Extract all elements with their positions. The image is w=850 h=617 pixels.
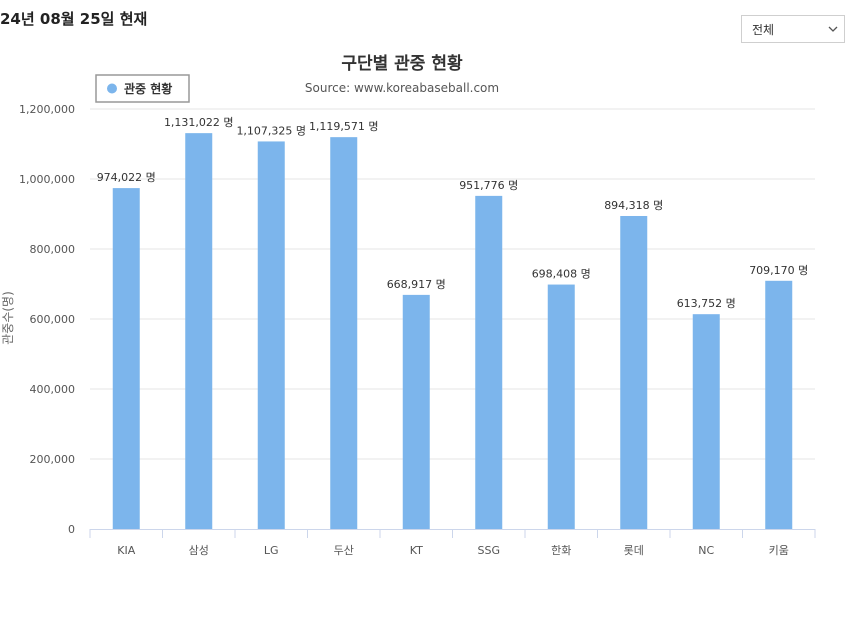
bar[interactable]	[475, 195, 503, 529]
x-tick-label: 롯데	[624, 544, 644, 557]
chevron-down-icon	[828, 26, 838, 32]
y-tick-label: 1,200,000	[19, 103, 75, 116]
bar[interactable]	[620, 215, 648, 529]
bar[interactable]	[330, 137, 358, 529]
y-tick-label: 400,000	[30, 383, 76, 396]
data-label: 668,917 명	[387, 278, 446, 291]
y-tick-label: 200,000	[30, 453, 76, 466]
y-tick-label: 1,000,000	[19, 173, 75, 186]
page-title: 24년 08월 25일 현재	[0, 10, 148, 28]
y-tick-label: 0	[68, 523, 75, 536]
bar[interactable]	[185, 133, 213, 529]
bar[interactable]	[257, 141, 285, 529]
bar[interactable]	[692, 314, 720, 529]
chart-subtitle: Source: www.koreabaseball.com	[305, 81, 499, 95]
x-tick-label: 한화	[551, 544, 571, 557]
x-tick-label: 키움	[769, 544, 789, 557]
data-label: 951,776 명	[459, 179, 518, 192]
data-label: 613,752 명	[677, 297, 736, 310]
x-tick-label: 두산	[334, 544, 354, 557]
data-label: 1,119,571 명	[309, 120, 379, 133]
data-label: 894,318 명	[604, 199, 663, 212]
y-tick-label: 600,000	[30, 313, 76, 326]
bar[interactable]	[402, 294, 430, 529]
legend-marker	[107, 83, 117, 94]
x-tick-label: SSG	[478, 544, 501, 557]
y-axis-title: 관중수(명)	[1, 291, 15, 345]
x-tick-label: 삼성	[189, 544, 209, 557]
x-tick-label: NC	[698, 544, 714, 557]
x-tick-label: KIA	[117, 544, 135, 557]
data-label: 1,131,022 명	[164, 116, 234, 129]
bar[interactable]	[765, 280, 793, 529]
bar[interactable]	[547, 284, 575, 529]
data-label: 974,022 명	[97, 171, 156, 184]
x-tick-label: LG	[264, 544, 279, 557]
data-label: 1,107,325 명	[236, 124, 306, 137]
filter-selected-value: 전체	[752, 22, 775, 37]
y-tick-label: 800,000	[30, 243, 76, 256]
x-tick-label: KT	[410, 544, 423, 557]
data-label: 709,170 명	[749, 264, 808, 277]
team-filter-select[interactable]: 전체	[741, 15, 845, 43]
chart-legend[interactable]: 관중 현황	[95, 74, 190, 103]
chart-title: 구단별 관중 현황	[341, 54, 463, 74]
data-label: 698,408 명	[532, 268, 591, 281]
bar[interactable]	[112, 188, 140, 530]
legend-label: 관중 현황	[124, 81, 172, 96]
